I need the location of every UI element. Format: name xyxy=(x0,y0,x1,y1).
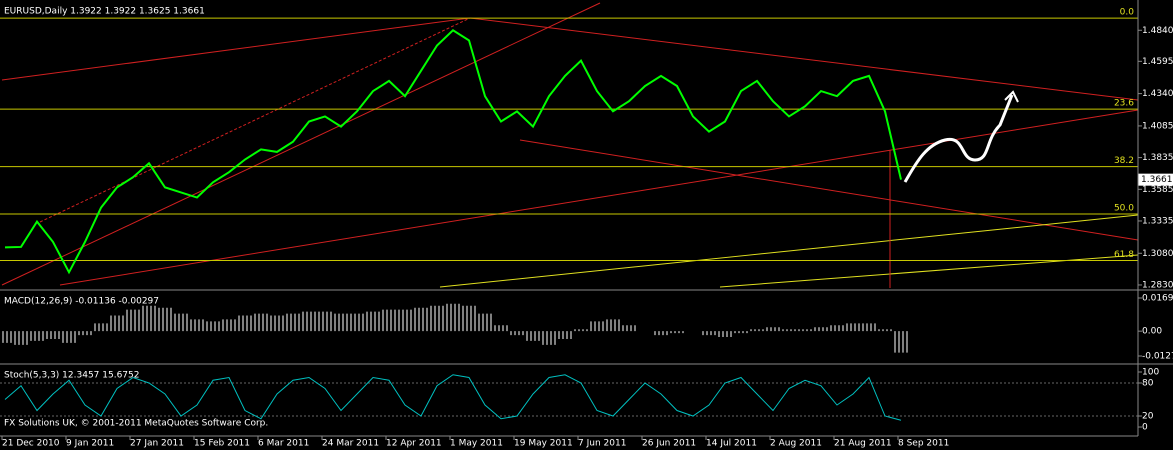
trendline xyxy=(469,17,1139,101)
trendline xyxy=(1,17,471,81)
x-tick-label: 7 Jun 2011 xyxy=(578,439,626,449)
panels: EURUSD,Daily 1.3922 1.3922 1.3625 1.3661… xyxy=(0,7,1173,449)
y-tick-label: 1.3835 xyxy=(1142,153,1173,163)
x-tick-label: 8 Sep 2011 xyxy=(898,439,949,449)
price-tag xyxy=(1138,173,1173,186)
x-tick-label: 21 Dec 2010 xyxy=(2,439,60,449)
fib-label: 0.0 xyxy=(1120,8,1135,18)
y-tick-label: 1.2830 xyxy=(1142,280,1173,290)
x-tick-label: 9 Jan 2011 xyxy=(66,439,114,449)
x-tick-label: 2 Aug 2011 xyxy=(770,439,822,449)
trendline xyxy=(719,254,1139,288)
fib-label: 50.0 xyxy=(1114,203,1134,213)
x-tick-label: 21 Aug 2011 xyxy=(834,439,892,449)
trendline xyxy=(519,139,1139,241)
arrow-head xyxy=(1004,90,1019,103)
fib-label: 23.6 xyxy=(1114,99,1134,109)
y-tick-label: 1.4340 xyxy=(1142,89,1173,99)
price-tag-label: 1.3661 xyxy=(1141,175,1173,185)
footer: FX Solutions UK, © 2001-2011 MetaQuotes … xyxy=(4,419,268,429)
fib-label: 38.2 xyxy=(1114,156,1134,166)
y-tick-label: 1.3080 xyxy=(1142,249,1173,259)
fib-label: 61.8 xyxy=(1114,250,1134,260)
price-line xyxy=(4,374,902,421)
trendline xyxy=(439,214,1139,288)
trendline xyxy=(39,17,471,223)
y-tick-label: 0 xyxy=(1142,423,1148,433)
trendline xyxy=(1,2,601,286)
y-tick-label: 1.3585 xyxy=(1142,185,1173,195)
y-tick-label: 20 xyxy=(1142,412,1154,422)
panel-title: EURUSD,Daily 1.3922 1.3922 1.3625 1.3661 xyxy=(4,7,205,17)
y-tick-label: -0.01271 xyxy=(1142,352,1173,362)
panel-title: MACD(12,26,9) -0.01136 -0.00297 xyxy=(4,297,159,307)
x-tick-label: 27 Jan 2011 xyxy=(130,439,184,449)
price-line xyxy=(4,28,902,275)
drawn-arrow xyxy=(903,94,1014,183)
x-tick-label: 12 Apr 2011 xyxy=(386,439,442,449)
x-tick-label: 6 Mar 2011 xyxy=(258,439,309,449)
y-tick-label: 1.3335 xyxy=(1142,216,1173,226)
x-tick-label: 15 Feb 2011 xyxy=(194,439,250,449)
y-tick-label: 1.4085 xyxy=(1142,121,1173,131)
x-tick-label: 19 May 2011 xyxy=(514,439,573,449)
y-tick-label: 1.4595 xyxy=(1142,57,1173,67)
y-tick-label: 100 xyxy=(1142,367,1159,377)
x-tick-label: 1 May 2011 xyxy=(450,439,503,449)
x-tick-label: 14 Jul 2011 xyxy=(706,439,757,449)
y-tick-label: 1.4840 xyxy=(1142,26,1173,36)
x-tick-label: 26 Jun 2011 xyxy=(642,439,696,449)
y-tick-label: 80 xyxy=(1142,379,1154,389)
x-tick-label: 24 Mar 2011 xyxy=(322,439,379,449)
y-tick-label: 0.01697 xyxy=(1142,293,1173,303)
trendlines xyxy=(1,2,1139,288)
panel-title: Stoch(5,3,3) 12.3457 15.6752 xyxy=(4,371,139,381)
y-tick-label: 0.00 xyxy=(1142,327,1162,337)
trendline xyxy=(59,109,1139,286)
